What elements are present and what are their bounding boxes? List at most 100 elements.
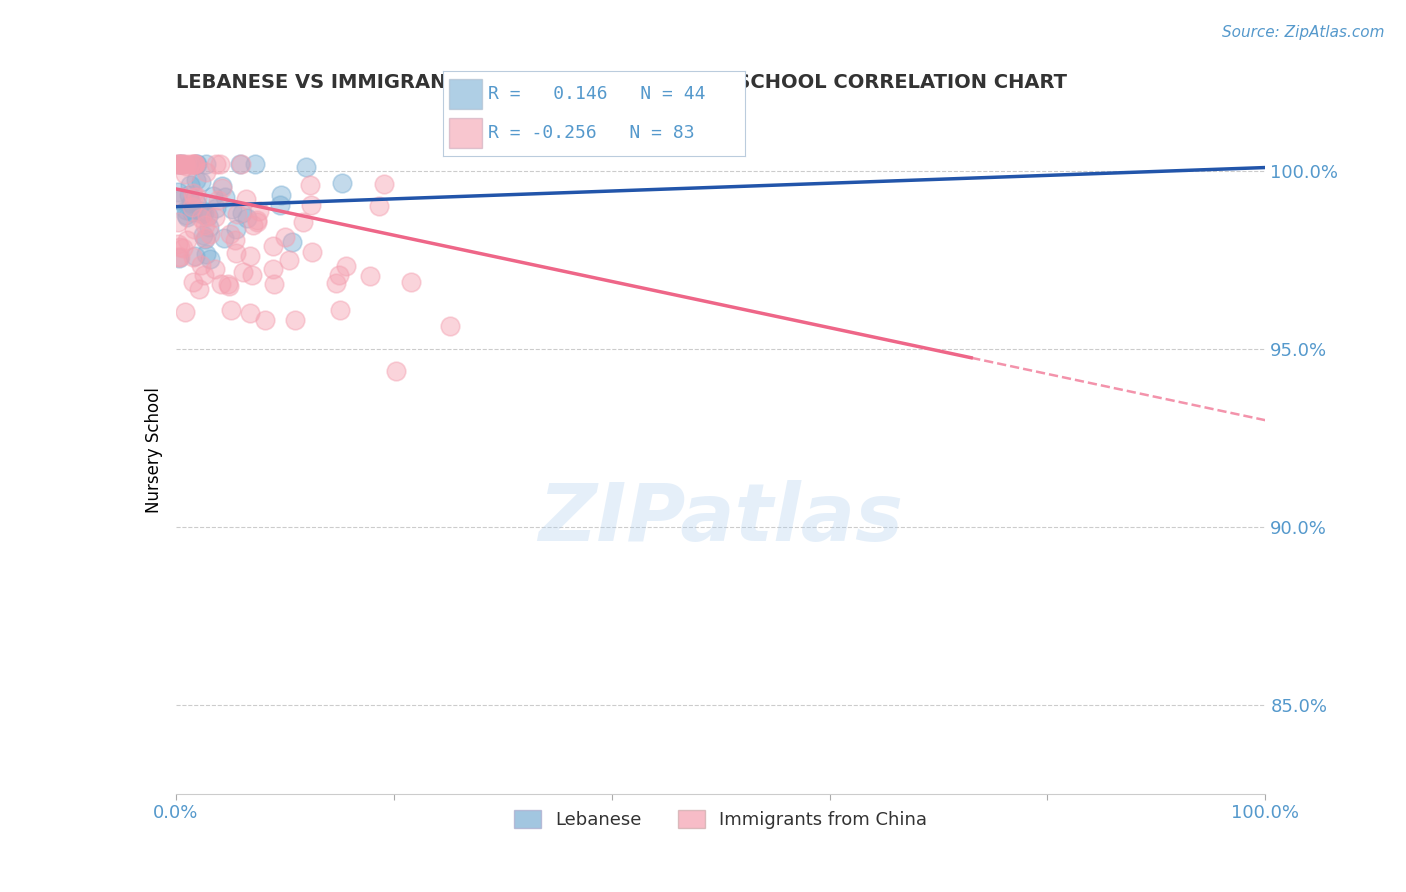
Point	[174, 208, 197, 222]
Point	[176, 210, 198, 224]
Point	[281, 235, 304, 249]
Point	[193, 228, 215, 243]
Point	[184, 173, 207, 187]
Point	[224, 233, 246, 247]
Point	[191, 207, 214, 221]
Point	[170, 157, 193, 171]
Point	[186, 189, 208, 203]
Point	[299, 198, 322, 212]
Point	[169, 157, 191, 171]
Point	[201, 188, 224, 202]
Point	[183, 251, 205, 265]
Point	[291, 215, 314, 229]
Point	[246, 212, 269, 227]
Point	[183, 157, 205, 171]
Point	[385, 364, 408, 378]
Point	[232, 264, 254, 278]
Point	[184, 157, 207, 171]
Point	[167, 157, 190, 171]
Point	[181, 205, 204, 219]
Point	[243, 157, 266, 171]
Point	[235, 192, 257, 206]
Point	[325, 276, 347, 290]
Point	[200, 252, 222, 267]
Point	[197, 209, 219, 223]
Point	[167, 157, 190, 171]
Point	[204, 157, 226, 171]
Point	[368, 198, 391, 212]
Point	[221, 202, 243, 217]
Point	[173, 305, 195, 319]
Point	[194, 232, 217, 246]
Point	[218, 279, 240, 293]
Point	[183, 222, 205, 236]
Point	[174, 202, 197, 217]
Point	[183, 249, 205, 263]
Point	[204, 261, 226, 276]
Point	[235, 211, 257, 226]
Point	[246, 215, 269, 229]
Text: ZIPatlas: ZIPatlas	[538, 480, 903, 558]
Point	[190, 211, 212, 225]
Point	[195, 247, 218, 261]
Point	[198, 219, 221, 234]
Point	[174, 159, 197, 173]
Point	[204, 211, 226, 225]
Point	[181, 275, 204, 289]
Point	[187, 282, 209, 296]
Point	[212, 231, 235, 245]
Point	[167, 251, 190, 265]
Point	[330, 176, 353, 190]
Point	[184, 195, 207, 210]
Point	[269, 197, 291, 211]
Point	[299, 178, 322, 193]
Point	[211, 178, 233, 193]
Point	[278, 252, 301, 267]
Point	[274, 230, 297, 244]
Point	[170, 157, 193, 171]
Point	[180, 196, 202, 211]
Point	[207, 193, 229, 207]
Point	[270, 187, 292, 202]
Point	[249, 204, 271, 219]
Point	[240, 268, 263, 282]
Point	[172, 157, 194, 171]
Point	[180, 200, 202, 214]
Point	[263, 277, 285, 292]
Point	[183, 186, 205, 200]
Point	[226, 207, 249, 221]
Text: R =   0.146   N = 44: R = 0.146 N = 44	[488, 86, 706, 103]
Text: R = -0.256   N = 83: R = -0.256 N = 83	[488, 124, 695, 142]
Point	[170, 190, 193, 204]
Point	[214, 190, 236, 204]
Point	[373, 177, 395, 191]
Point	[328, 268, 350, 282]
Point	[190, 258, 212, 272]
Point	[194, 157, 217, 171]
Point	[204, 201, 226, 215]
Y-axis label: Nursery School: Nursery School	[145, 387, 163, 514]
Point	[186, 157, 208, 171]
Point	[301, 244, 323, 259]
Point	[174, 167, 197, 181]
Point	[295, 160, 318, 174]
Point	[190, 175, 212, 189]
Point	[183, 190, 205, 204]
Point	[217, 277, 239, 291]
Point	[167, 157, 190, 171]
Point	[167, 215, 190, 229]
Point	[242, 218, 264, 232]
Point	[239, 306, 262, 320]
Point	[183, 157, 205, 171]
Point	[193, 268, 215, 282]
Point	[179, 188, 201, 202]
Point	[329, 303, 352, 318]
Point	[167, 250, 190, 264]
Point	[335, 260, 357, 274]
FancyBboxPatch shape	[449, 118, 482, 148]
Point	[225, 222, 247, 236]
Point	[254, 313, 277, 327]
Point	[184, 157, 207, 171]
Point	[193, 206, 215, 220]
Point	[176, 233, 198, 247]
